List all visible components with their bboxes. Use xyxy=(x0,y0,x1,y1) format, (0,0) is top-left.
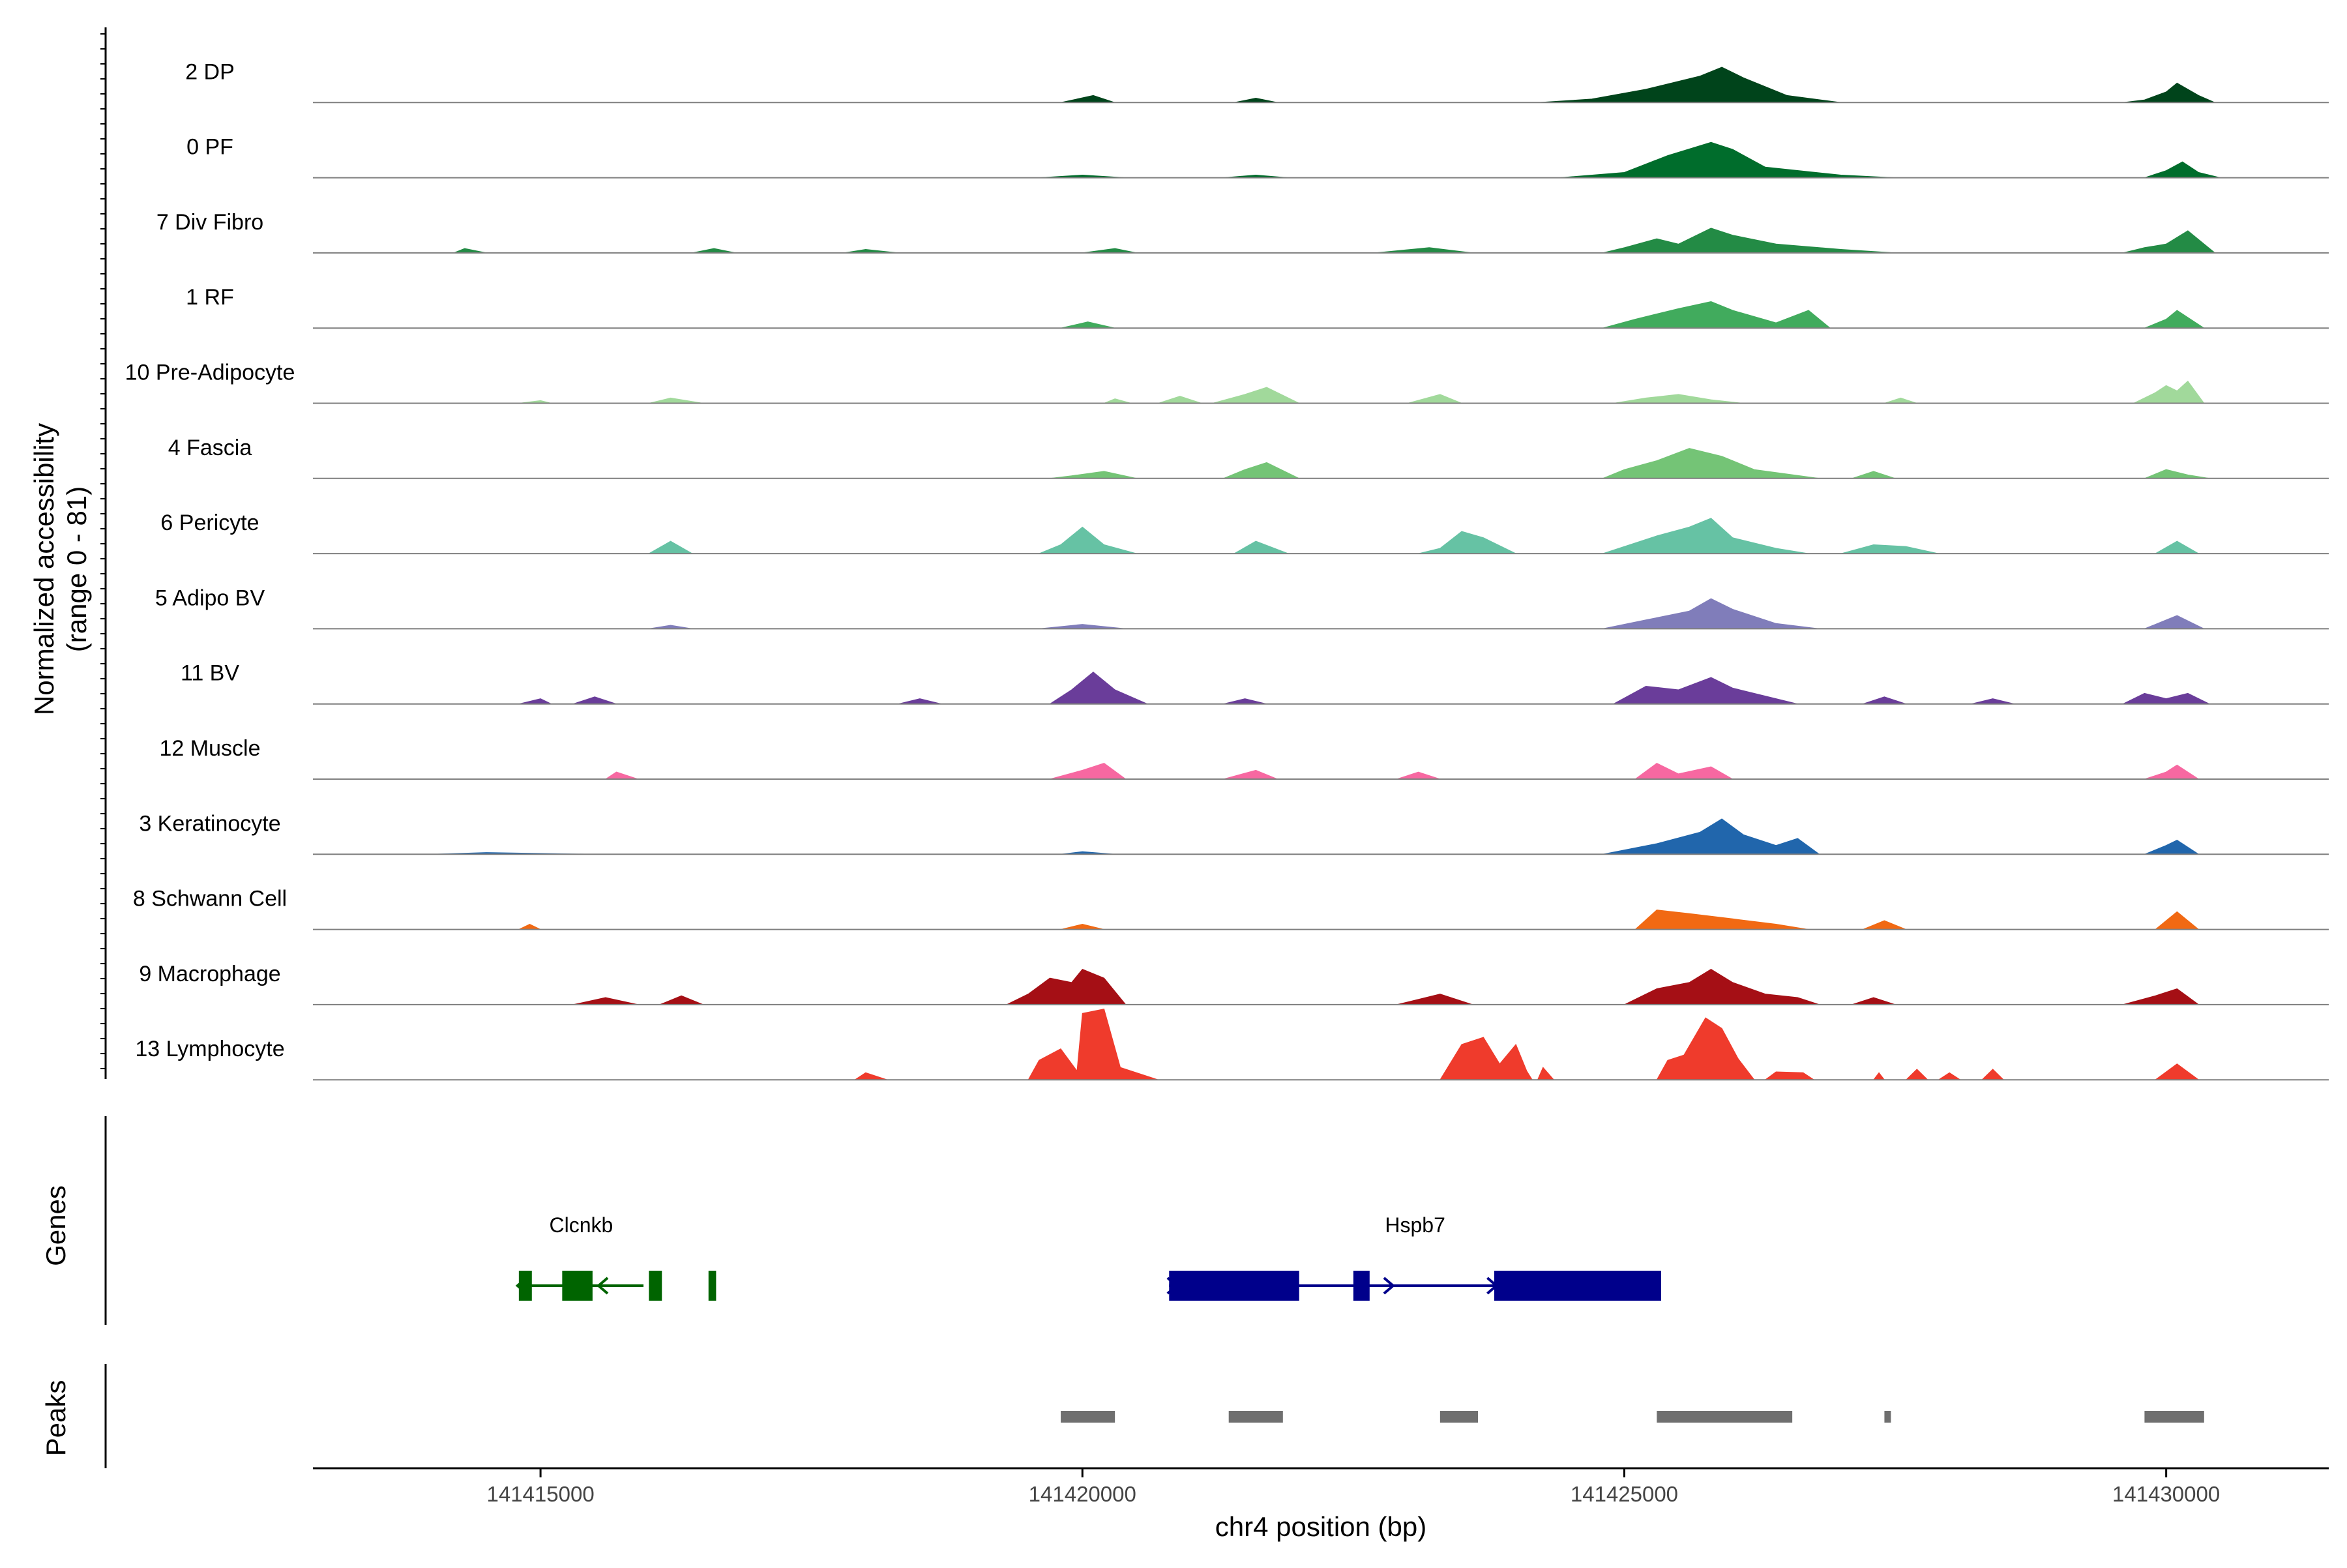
gene-label: Clcnkb xyxy=(550,1213,613,1237)
track-8: 5 Adipo BV xyxy=(155,585,2329,630)
track-1: 2 DP xyxy=(185,59,2329,104)
coverage-tracks: 2 DP 0 PF 7 Div Fibro 1 RF 10 Pre-Adipocyte 4… xyxy=(125,59,2329,1081)
gene-label: Hspb7 xyxy=(1385,1213,1445,1237)
track-13: 9 Macrophage xyxy=(139,962,2329,1005)
track-label: 7 Div Fibro xyxy=(156,210,263,235)
y-axis-label-line1: Normalized accessibility xyxy=(29,423,59,715)
track-label: 1 RF xyxy=(186,285,234,310)
peak-region xyxy=(1439,1411,1479,1423)
track-label: 11 BV xyxy=(181,661,239,686)
track-label: 5 Adipo BV xyxy=(155,585,265,610)
coverage-area xyxy=(572,968,2200,1005)
track-5: 10 Pre-Adipocyte xyxy=(125,361,2329,404)
coverage-area xyxy=(518,380,2205,404)
track-label: 13 Lymphocyte xyxy=(135,1037,284,1061)
track-10: 12 Muscle xyxy=(160,736,2329,780)
track-label: 3 Keratinocyte xyxy=(139,811,280,836)
gene-exon xyxy=(1353,1271,1370,1301)
coverage-area xyxy=(1060,301,2206,329)
strand-arrow xyxy=(1383,1277,1395,1295)
track-label: 9 Macrophage xyxy=(139,962,280,986)
axes: 141415000 141420000 141425000 141430000 xyxy=(100,27,2329,1506)
track-label: 6 Pericyte xyxy=(160,510,259,535)
track-label: 2 DP xyxy=(185,59,235,84)
genes-panel: Clcnkb Hspb7 xyxy=(515,1213,1661,1301)
peak-region xyxy=(1657,1411,1793,1423)
x-axis-label: chr4 position (bp) xyxy=(1215,1511,1427,1542)
peak-region xyxy=(1228,1411,1283,1423)
gene-exon xyxy=(1494,1271,1661,1301)
x-tick-label: 141415000 xyxy=(487,1482,595,1506)
gene-clcnkb: Clcnkb xyxy=(515,1213,716,1301)
track-label: 4 Fascia xyxy=(168,436,252,460)
coverage-area xyxy=(432,818,2200,855)
gene-exon xyxy=(708,1271,716,1301)
track-14: 13 Lymphocyte xyxy=(135,1009,2329,1081)
track-label: 0 PF xyxy=(186,135,233,160)
coverage-area xyxy=(1060,67,2215,103)
peak-region xyxy=(1884,1411,1891,1423)
coverage-area xyxy=(647,518,2200,554)
x-tick-label: 141420000 xyxy=(1029,1482,1136,1506)
peaks-panel-label: Peaks xyxy=(40,1380,71,1457)
gene-exon xyxy=(1169,1271,1299,1301)
peaks-panel xyxy=(1061,1411,2204,1423)
coverage-area xyxy=(1039,141,2221,179)
track-6: 4 Fascia xyxy=(168,436,2329,479)
track-label: 12 Muscle xyxy=(160,736,261,761)
gene-exon xyxy=(649,1271,662,1301)
track-2: 0 PF xyxy=(186,135,2329,179)
track-9: 11 BV xyxy=(181,661,2329,705)
gene-hspb7: Hspb7 xyxy=(1166,1213,1661,1301)
y-axis-label-line2: (range 0 - 81) xyxy=(61,486,92,652)
coverage-area xyxy=(1050,448,2210,479)
coverage-area xyxy=(604,763,2200,780)
genes-panel-label: Genes xyxy=(40,1185,71,1266)
track-3: 7 Div Fibro xyxy=(156,210,2329,254)
coverage-area xyxy=(518,910,2200,930)
track-12: 8 Schwann Cell xyxy=(133,887,2329,930)
gene-exon xyxy=(518,1271,532,1301)
x-tick-label: 141430000 xyxy=(2112,1482,2220,1506)
track-label: 10 Pre-Adipocyte xyxy=(125,361,295,385)
strand-arrow xyxy=(596,1277,609,1295)
gene-exon xyxy=(562,1271,593,1301)
peak-region xyxy=(2144,1411,2204,1423)
coverage-area xyxy=(518,672,2210,705)
track-11: 3 Keratinocyte xyxy=(139,811,2329,855)
coverage-area xyxy=(649,598,2205,629)
track-7: 6 Pericyte xyxy=(160,510,2329,555)
coverage-area xyxy=(453,228,2216,254)
track-label: 8 Schwann Cell xyxy=(133,887,287,911)
coverage-area xyxy=(853,1009,2200,1080)
peak-region xyxy=(1061,1411,1115,1423)
x-tick-label: 141425000 xyxy=(1571,1482,1678,1506)
track-4: 1 RF xyxy=(186,285,2329,329)
